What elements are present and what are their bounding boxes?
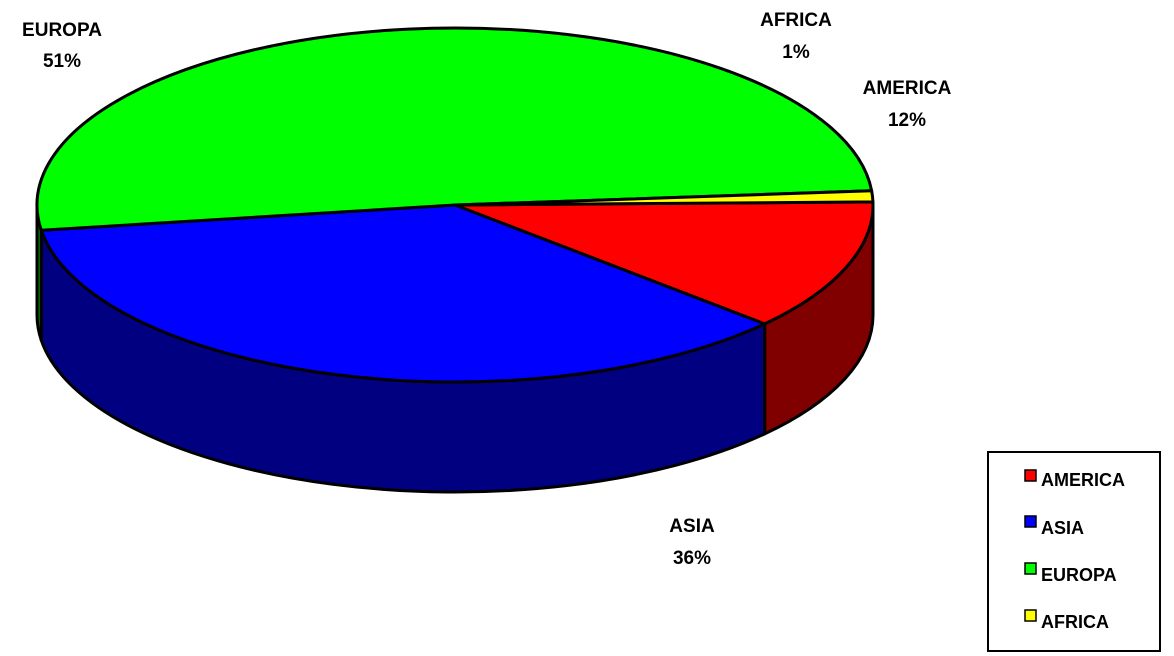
pie-slice-america (453, 200, 875, 326)
legend-swatch-america (1024, 469, 1037, 482)
legend-label-asia: ASIA (1041, 518, 1084, 538)
pie-slice-europa (35, 26, 874, 232)
pie-slice-africa (453, 189, 875, 207)
legend-label-europa: EUROPA (1041, 565, 1117, 585)
label-asia-name: ASIA (669, 516, 715, 537)
label-africa-name: AFRICA (760, 10, 832, 31)
label-europa-percent: 51% (43, 51, 81, 72)
legend-swatch-asia (1024, 515, 1037, 528)
legend-swatch-africa (1024, 609, 1037, 622)
legend-box (987, 451, 1161, 652)
pie-slice-asia (39, 203, 767, 384)
label-africa-percent: 1% (782, 42, 810, 63)
legend-swatch-europa (1024, 562, 1037, 575)
slice-labels: EUROPA 51% AFRICA 1% AMERICA 12% ASIA 36… (22, 10, 952, 569)
legend-label-africa: AFRICA (1041, 612, 1109, 632)
legend-label-america: AMERICA (1041, 470, 1125, 490)
legend: AMERICA ASIA EUROPA AFRICA (987, 451, 1161, 652)
label-america-percent: 12% (888, 110, 926, 131)
label-america-name: AMERICA (863, 78, 952, 99)
pie-slices (35, 26, 875, 384)
label-europa-name: EUROPA (22, 20, 102, 41)
label-asia-percent: 36% (673, 548, 711, 569)
